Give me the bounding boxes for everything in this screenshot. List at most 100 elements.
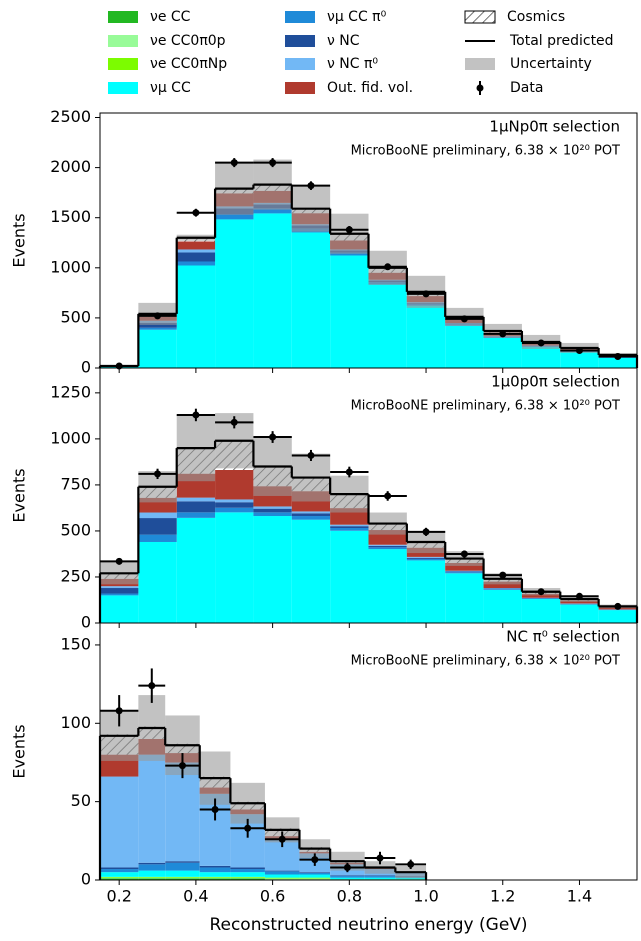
legend-label: ν NC [327,33,360,49]
stack-segment [215,508,253,513]
data-point [269,159,276,166]
y-axis-label: Events [10,468,29,522]
data-point [384,492,391,499]
stack-segment [522,599,560,600]
x-tick-label: 0.2 [106,887,131,906]
y-tick-label: 0 [81,358,91,377]
data-point [461,550,468,557]
data-point [231,419,238,426]
data-point [244,825,251,832]
stack-segment [138,864,165,870]
stack-segment [165,861,200,863]
stack-segment [253,213,291,367]
data-point [279,836,286,843]
stack-segment [138,755,165,863]
data-point [499,572,506,579]
y-tick-label: 2000 [50,157,91,176]
stack-segment [484,589,522,590]
stack-segment [200,877,231,878]
stack-segment [265,871,300,874]
stack-segment [265,875,300,878]
stack-segment [230,872,265,877]
legend-swatch [465,58,495,70]
stack-segment [407,560,445,623]
stack-segment [215,214,253,219]
stack-segment [522,599,560,623]
data-point [212,806,219,813]
stack-segment [230,877,265,878]
x-tick-label: 1.2 [490,887,515,906]
stack-segment [369,285,407,368]
panel-subtitle: MicroBooNE preliminary, 6.38 × 10²⁰ POT [351,399,620,414]
y-tick-label: 500 [60,307,91,326]
y-tick-label: 2500 [50,107,91,126]
stack-segment [165,877,200,878]
stack-segment [330,528,368,531]
stack-segment [100,869,138,872]
legend-label: Out. fid. vol. [327,80,413,96]
stack-segment [177,518,215,623]
stack-segment [365,875,396,876]
data-point [269,434,276,441]
stack-segment [100,867,138,869]
legend-swatch [285,11,315,23]
stack-segment [330,525,368,526]
data-point [311,856,318,863]
stack-segment [138,513,176,519]
stack-segment [365,876,396,878]
data-point [154,312,161,319]
y-tick-label: 100 [60,713,91,732]
stack-segment [215,499,253,502]
data-point [231,159,238,166]
data-point [116,558,123,565]
y-tick-label: 50 [71,791,91,810]
stack-segment [138,878,165,879]
stack-segment [230,878,265,879]
panel-title: 1μNp0π selection [489,118,620,136]
panel-subtitle: MicroBooNE preliminary, 6.38 × 10²⁰ POT [351,144,620,159]
data-point [179,762,186,769]
y-tick-label: 1000 [50,428,91,447]
stack-segment [165,878,200,879]
data-point [116,707,123,714]
data-point [614,603,621,610]
stack-segment [330,876,365,878]
stack-segment [138,871,165,877]
data-point [407,861,414,868]
stack-segment [265,878,300,879]
stack-segment [330,255,368,367]
legend-marker [477,85,484,92]
data-point [614,353,621,360]
stack-segment [138,328,176,330]
y-tick-label: 750 [60,474,91,493]
panel-subtitle: MicroBooNE preliminary, 6.38 × 10²⁰ POT [351,654,620,669]
legend-swatch [465,11,495,23]
y-axis-label: Events [10,213,29,267]
legend-swatch [285,35,315,47]
stack-segment [100,872,138,877]
stack-segment [165,871,200,877]
y-tick-label: 1500 [50,207,91,226]
data-point [307,452,314,459]
y-tick-label: 500 [60,520,91,539]
data-point [346,226,353,233]
stack-segment [560,352,598,368]
stack-segment [165,863,200,871]
data-point [154,470,161,477]
legend-label: νμ CC π⁰ [327,9,387,25]
data-point [576,593,583,600]
data-point [538,339,545,346]
stack-segment [365,878,396,880]
stack-segment [177,498,215,502]
data-point [423,290,430,297]
stack-segment [522,347,560,368]
stack-segment [299,878,330,879]
stack-segment [138,330,176,368]
stack-segment [265,878,300,879]
data-point [423,528,430,535]
data-point [344,864,351,871]
data-point [461,315,468,322]
y-axis-label: Events [10,724,29,778]
